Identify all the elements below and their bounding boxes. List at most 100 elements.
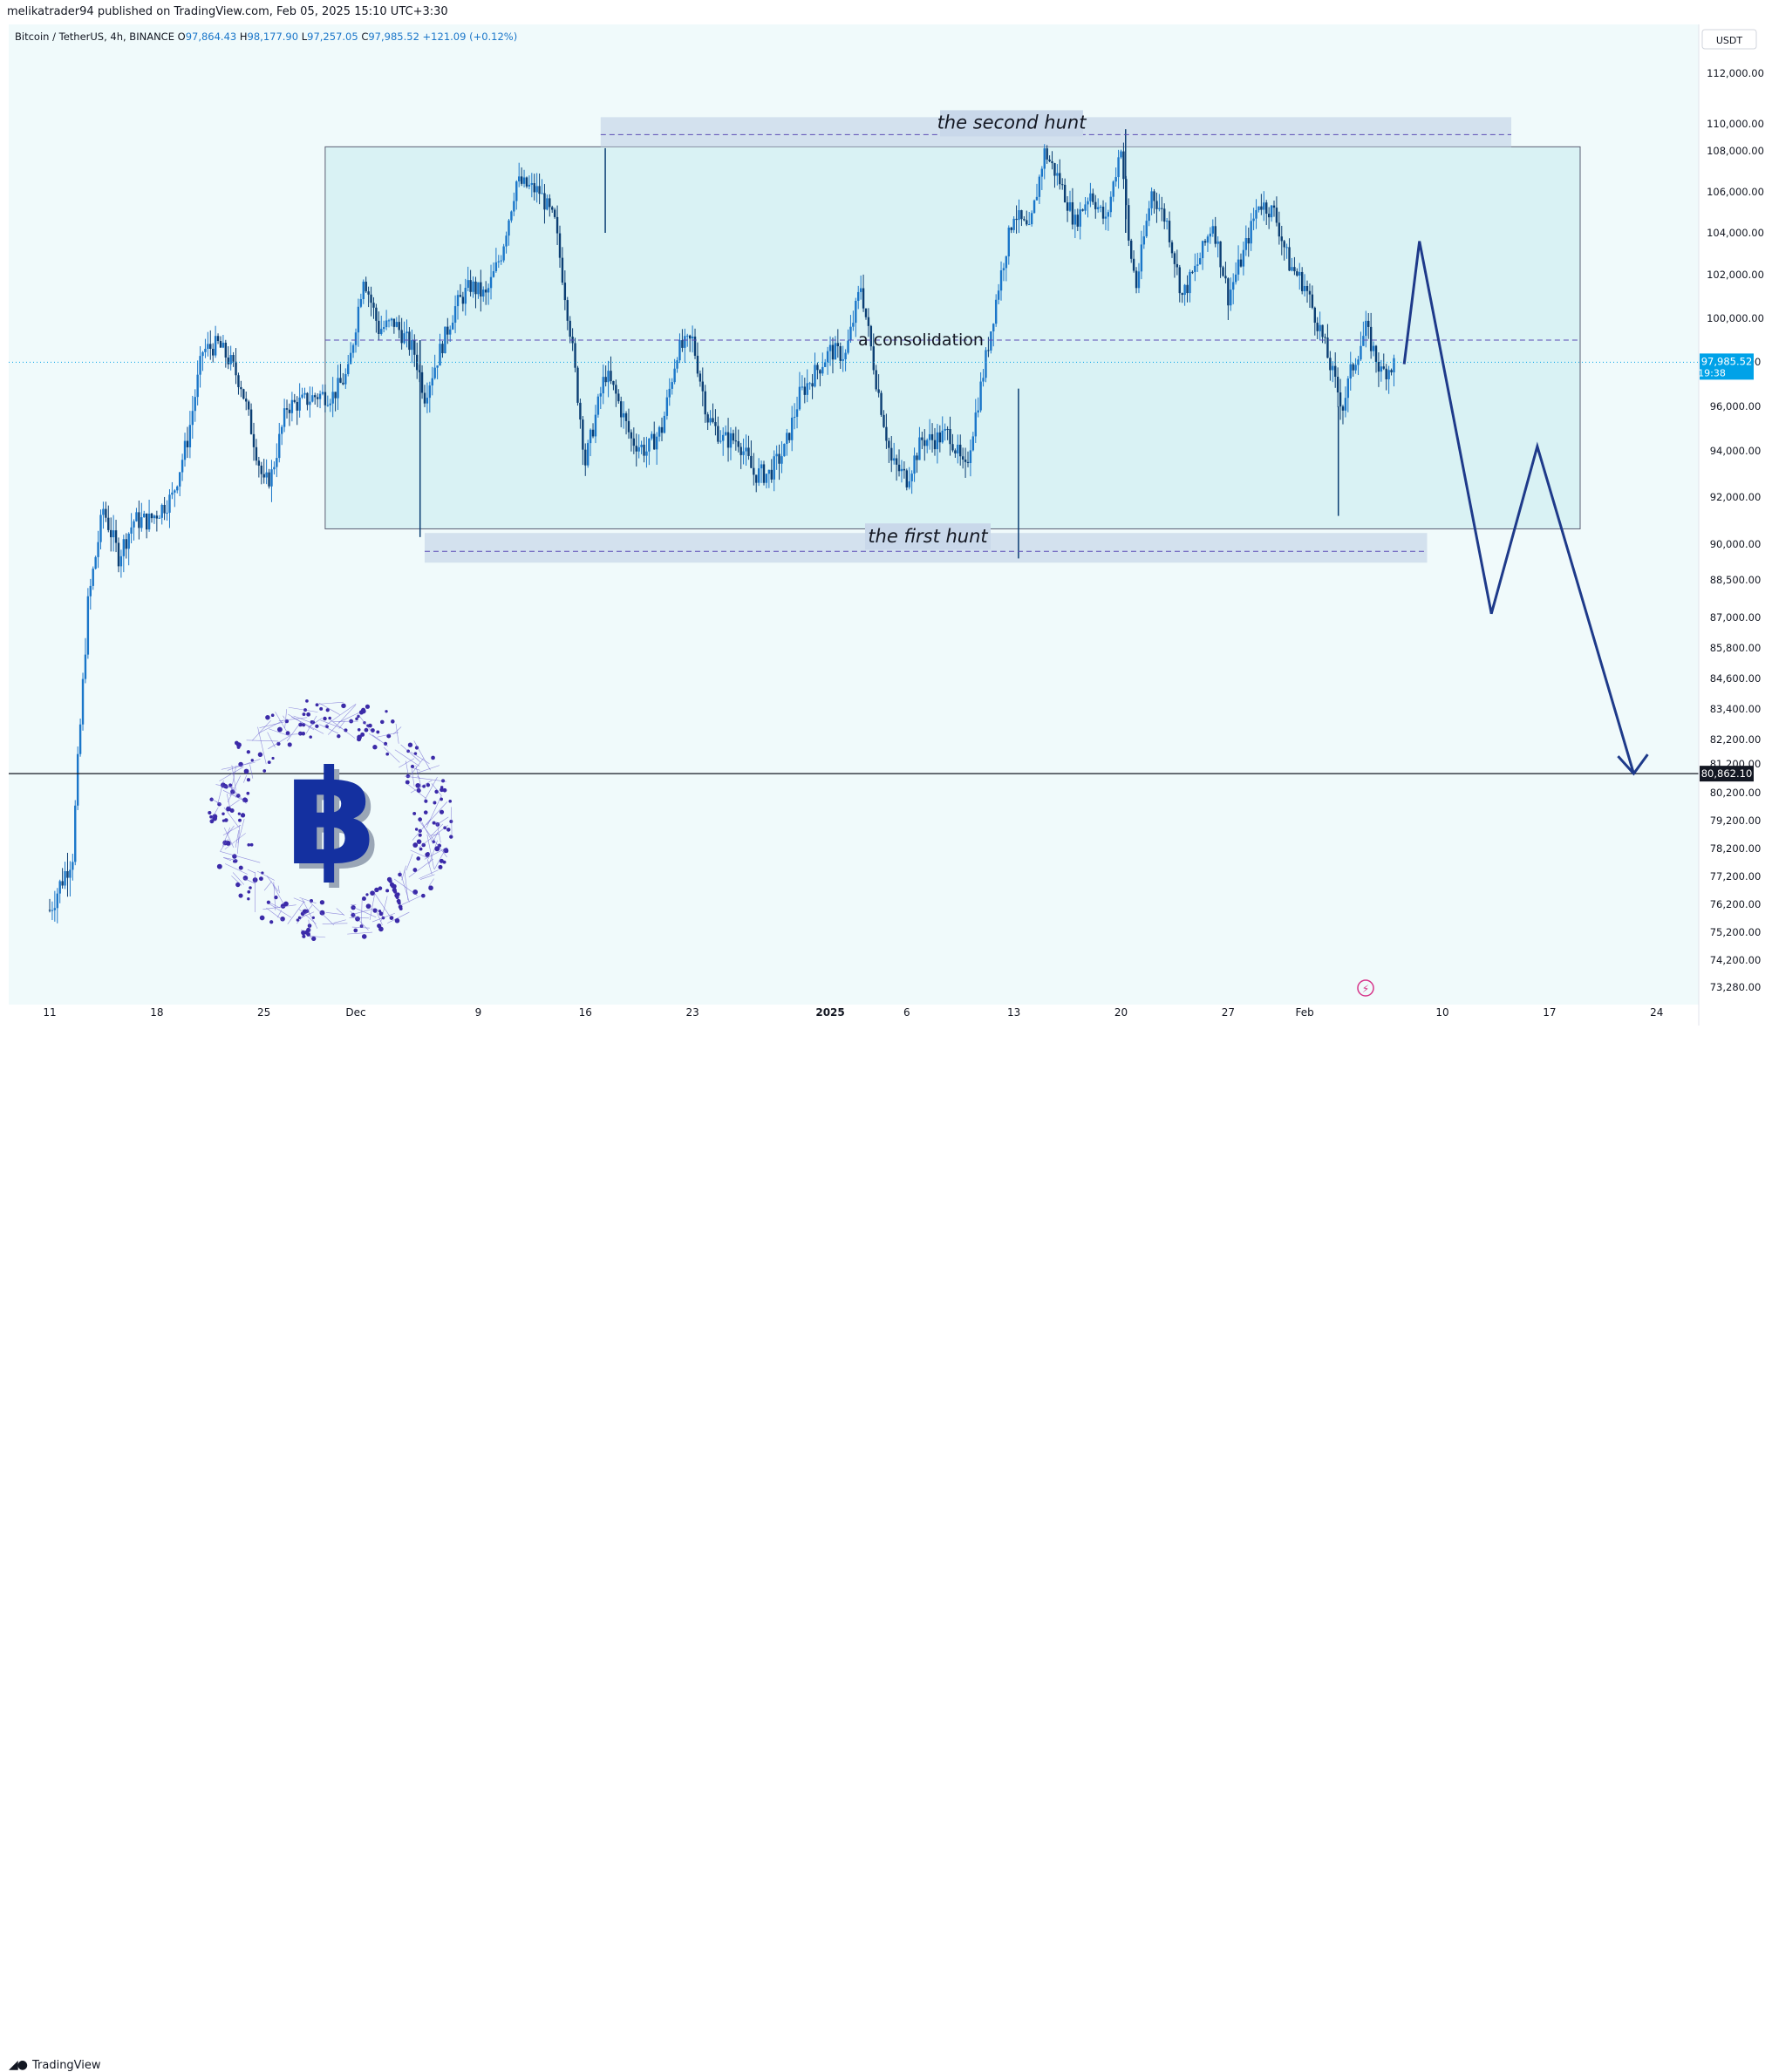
- network-node: [309, 735, 312, 739]
- tradingview-brand-label: TradingView: [32, 2059, 101, 2072]
- candle-body: [684, 336, 685, 348]
- candle-body: [564, 283, 566, 300]
- x-tick-label: 18: [150, 1006, 163, 1019]
- candle-body: [1105, 216, 1107, 218]
- network-node: [351, 913, 355, 917]
- candle-body: [832, 345, 834, 360]
- candle-body: [1158, 208, 1160, 209]
- candle-body: [923, 440, 925, 446]
- candle-body: [467, 280, 469, 288]
- network-node: [449, 835, 453, 838]
- candle-body: [294, 400, 296, 402]
- candle-body: [90, 586, 92, 596]
- candle-body: [829, 345, 831, 351]
- candle-body: [396, 322, 398, 327]
- candle-body: [783, 444, 785, 456]
- candle-body: [747, 447, 749, 456]
- candle-body: [493, 271, 494, 277]
- x-tick-label: 6: [903, 1006, 910, 1019]
- candle-body: [311, 395, 313, 401]
- candle-body: [876, 370, 877, 389]
- candle-body: [112, 530, 114, 537]
- candle-body: [1020, 210, 1022, 219]
- network-node: [426, 852, 429, 855]
- network-node: [380, 720, 385, 725]
- network-node: [265, 715, 269, 719]
- candle-body: [714, 422, 716, 426]
- y-tick-label: 108,000.00: [1707, 145, 1764, 157]
- network-node: [320, 900, 324, 904]
- candle-body: [1051, 161, 1053, 163]
- candle-body: [378, 321, 379, 334]
- candle-body: [107, 518, 109, 530]
- tradingview-brand[interactable]: ◢● TradingView: [9, 2058, 101, 2072]
- candle-body: [1250, 221, 1251, 243]
- candle-body: [110, 530, 112, 537]
- candle-body: [501, 261, 502, 262]
- y-tick-label: 110,000.00: [1707, 118, 1764, 130]
- candle-body: [1202, 241, 1203, 258]
- candle-body: [727, 433, 729, 448]
- candle-body: [937, 433, 938, 449]
- candle-body: [1306, 286, 1308, 291]
- network-node: [418, 817, 422, 821]
- candle-body: [102, 509, 104, 515]
- candle-body: [962, 456, 964, 460]
- candle-body: [515, 181, 517, 201]
- network-node: [433, 821, 436, 825]
- candle-body: [99, 515, 101, 542]
- candle-body: [1150, 191, 1152, 208]
- candle-body: [901, 469, 903, 471]
- candle-body: [1380, 366, 1382, 371]
- candle-body: [1028, 224, 1030, 225]
- x-tick-label: 13: [1007, 1006, 1020, 1019]
- candle-body: [309, 402, 310, 406]
- candle-body: [289, 410, 290, 413]
- candle-body: [444, 327, 446, 353]
- candle-body: [135, 512, 137, 521]
- candle-body: [1278, 222, 1280, 236]
- candle-body: [788, 433, 790, 440]
- x-tick-label: 9: [475, 1006, 482, 1019]
- network-node: [316, 703, 319, 706]
- candle-body: [979, 382, 981, 411]
- open-value: 97,864.43: [186, 31, 240, 43]
- candle-body: [370, 295, 371, 303]
- candle-body: [755, 474, 757, 482]
- candle-body: [610, 371, 611, 381]
- candle-body: [910, 474, 912, 481]
- candle-body: [403, 333, 405, 343]
- candle-body: [1210, 234, 1211, 236]
- candle-body: [265, 473, 267, 478]
- candle-body: [689, 336, 691, 338]
- candle-body: [549, 198, 550, 207]
- candle-body: [543, 194, 545, 210]
- candle-body: [546, 198, 548, 209]
- footer-bar: ◢● TradingView: [0, 1026, 1772, 1054]
- candle-body: [590, 430, 591, 443]
- candle-body: [388, 320, 390, 321]
- candle-body: [1072, 202, 1073, 225]
- network-node: [416, 856, 420, 861]
- x-tick-label: 16: [579, 1006, 592, 1019]
- candle-body: [1155, 201, 1157, 208]
- y-tick-label: 92,000.00: [1710, 491, 1762, 503]
- candle-body: [738, 441, 739, 447]
- candle-body: [1141, 244, 1142, 271]
- y-tick-label: 75,200.00: [1710, 926, 1762, 938]
- candle-body: [1194, 266, 1196, 272]
- candle-body: [653, 434, 655, 450]
- candle-body: [763, 464, 765, 482]
- candle-body: [399, 322, 400, 330]
- candle-body: [1100, 207, 1101, 208]
- candle-body: [722, 435, 724, 441]
- candle-body: [1046, 148, 1047, 160]
- candle-body: [719, 441, 721, 442]
- candle-body: [528, 185, 530, 187]
- network-node: [259, 876, 263, 881]
- candle-body: [1012, 219, 1014, 230]
- candle-body: [306, 393, 308, 406]
- candle-body: [85, 655, 86, 679]
- candle-body: [855, 301, 856, 323]
